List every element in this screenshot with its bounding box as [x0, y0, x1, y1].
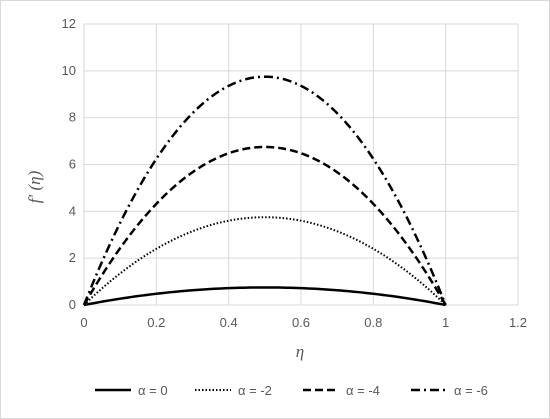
x-tick-label: 0.6: [292, 315, 310, 330]
x-axis-title: η: [296, 342, 304, 361]
legend: α = 0 α = -2 α = -4 α = -6: [95, 383, 488, 398]
x-tick-label: 0.4: [220, 315, 238, 330]
series-line-1: [83, 216, 447, 306]
x-tick-label: 0.8: [364, 315, 382, 330]
y-tick-label: 2: [69, 250, 76, 265]
series-lines: [82, 75, 447, 307]
x-tick-label: 0: [80, 315, 87, 330]
x-tick-label: 1.2: [509, 315, 527, 330]
legend-label: α = -2: [238, 383, 272, 398]
y-axis-title: f′ (η): [25, 170, 44, 203]
series-line-0: [83, 286, 446, 307]
legend-label: α = -4: [346, 383, 380, 398]
y-tick-label: 4: [69, 203, 76, 218]
series-line-3: [82, 75, 447, 306]
x-tick-labels: 0 0.2 0.4 0.6 0.8 1 1.2: [80, 315, 527, 330]
y-tick-label: 8: [69, 110, 76, 125]
y-tick-labels: 0 2 4 6 8 10 12: [62, 16, 76, 312]
y-tick-label: 0: [69, 297, 76, 312]
x-tick-label: 1: [442, 315, 449, 330]
x-tick-label: 0.2: [147, 315, 165, 330]
grid-lines: [83, 23, 519, 306]
y-tick-label: 6: [69, 157, 76, 172]
y-tick-label: 10: [62, 63, 76, 78]
series-line-2: [82, 145, 447, 306]
y-tick-label: 12: [62, 16, 76, 31]
legend-label: α = -6: [454, 383, 488, 398]
legend-label: α = 0: [138, 383, 168, 398]
